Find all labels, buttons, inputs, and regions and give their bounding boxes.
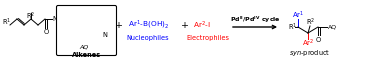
- Text: $\mathsf{R^2}$: $\mathsf{R^2}$: [307, 16, 316, 28]
- Text: AQ: AQ: [79, 45, 88, 49]
- Text: $\it{syn}$-product: $\it{syn}$-product: [289, 48, 331, 58]
- Text: O: O: [316, 37, 321, 42]
- Text: Ar$^1$: Ar$^1$: [292, 9, 304, 21]
- Text: $\mathbf{Pd^{II}/Pd^{IV}}$ $\mathbf{cycle}$: $\mathbf{Pd^{II}/Pd^{IV}}$ $\mathbf{cycl…: [229, 15, 280, 25]
- Text: +: +: [181, 21, 189, 30]
- Text: O: O: [43, 30, 48, 36]
- Text: NH: NH: [52, 16, 62, 22]
- Text: $\mathsf{R^1}$: $\mathsf{R^1}$: [288, 21, 297, 33]
- Text: Electrophiles: Electrophiles: [186, 35, 229, 41]
- Text: Ar$^1$-B(OH)$_2$: Ar$^1$-B(OH)$_2$: [128, 19, 169, 31]
- Text: $\mathsf{R^1}$: $\mathsf{R^1}$: [2, 16, 11, 28]
- Text: N: N: [102, 32, 107, 38]
- Text: Nucleophiles: Nucleophiles: [127, 35, 169, 41]
- Text: Alkenes: Alkenes: [72, 52, 102, 58]
- Text: $\mathsf{R^2}$: $\mathsf{R^2}$: [26, 11, 36, 22]
- FancyBboxPatch shape: [56, 6, 116, 55]
- Text: +: +: [115, 21, 123, 30]
- Text: Ar$^2$-I: Ar$^2$-I: [193, 19, 211, 31]
- Text: Ar$^2$: Ar$^2$: [302, 37, 314, 49]
- Text: AQ: AQ: [328, 24, 337, 30]
